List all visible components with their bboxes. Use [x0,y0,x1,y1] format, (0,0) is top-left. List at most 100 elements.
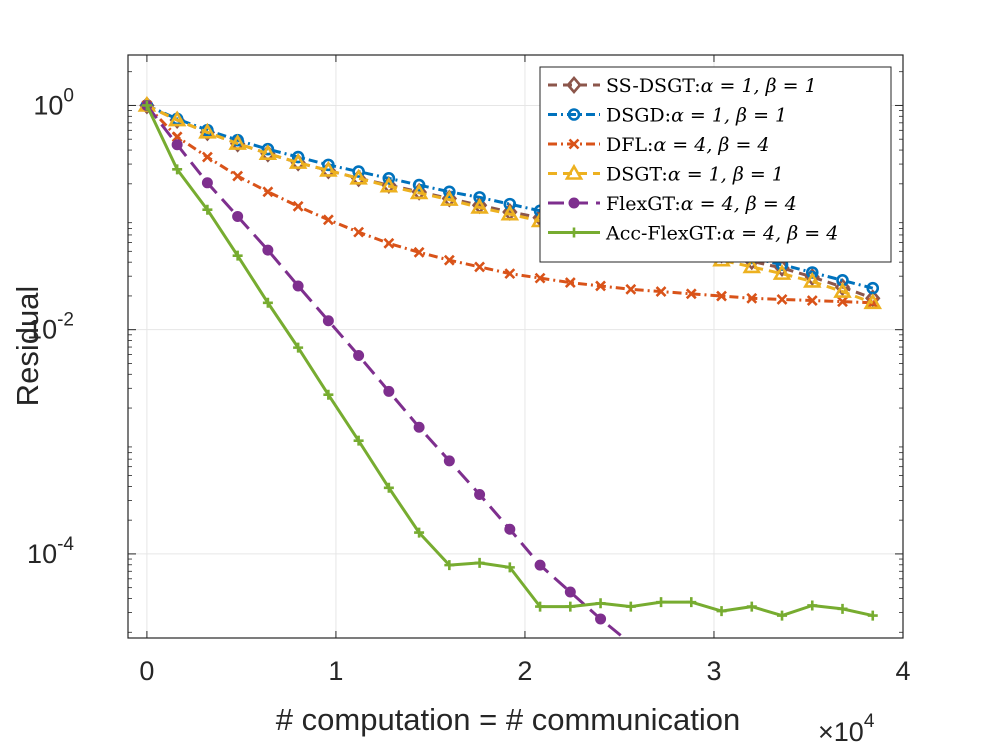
marker-acc-flexgt [595,598,606,609]
marker-dfl [655,286,667,297]
x-multiplier-base: ×10 [818,717,864,747]
marker-dfl [564,277,576,289]
marker-acc-flexgt [686,597,697,608]
marker-dfl [746,292,758,304]
y-tick-exponent: 0 [63,85,74,106]
marker-dfl [232,170,244,182]
marker-dsgt [349,168,368,185]
x-tick-label: 3 [706,656,721,686]
marker-acc-flexgt [565,601,576,612]
legend-entry-ss-dsgt: SS-DSGT:α = 1, β = 1 [548,75,817,97]
marker-dfl [595,280,606,292]
legend-params: α = 1, β = 1 [668,164,784,186]
marker-acc-flexgt [867,610,878,621]
y-axis-label: Residual [10,286,45,407]
marker-dfl [171,131,183,143]
legend-params: α = 4, β = 4 [681,193,797,215]
marker-dsgt [470,197,489,214]
legend-prefix: FlexGT: [606,193,681,215]
legend-params: α = 1, β = 1 [701,75,817,97]
y-tick-exponent: -2 [57,310,74,331]
x-axis-label: # computation = # communication [276,702,740,737]
legend-marker-dsgt [564,163,584,180]
x-tick-label: 4 [895,656,910,686]
marker-acc-flexgt [625,601,636,612]
marker-ss-dsgt [865,289,881,308]
legend-entry-dsgd: DSGD:α = 1, β = 1 [548,105,787,127]
line-ss-dsgt [146,104,874,300]
legend-params: α = 4, β = 4 [722,223,838,245]
axis-ticks [128,55,904,638]
marker-flexgt [353,349,365,361]
marker-flexgt [171,139,183,151]
legend-prefix: DSGT: [606,164,668,186]
marker-dfl [292,200,304,212]
marker-dsgt [167,110,187,127]
y-tick-label: 10-4 [27,534,74,569]
marker-flexgt [443,455,455,467]
marker-acc-flexgt [746,601,757,612]
marker-dsgd [412,178,426,192]
legend-entry-flexgt: FlexGT:α = 4, β = 4 [548,193,797,215]
y-tick-label: 100 [33,85,74,120]
legend-entry-acc-flexgt: Acc-FlexGT:α = 4, β = 4 [548,223,838,245]
y-tick-base: 10 [27,315,57,345]
legend-label-dsgt: DSGT:α = 1, β = 1 [606,164,784,186]
marker-flexgt [807,701,817,711]
legend-prefix: Acc-FlexGT: [605,223,722,245]
marker-dsgt [288,153,308,169]
marker-acc-flexgt [202,204,213,215]
marker-dfl [776,293,788,305]
legend-prefix: SS-DSGT: [606,75,701,97]
y-tick-exponent: -4 [57,534,74,555]
marker-dsgd [352,165,365,178]
marker-flexgt [686,666,696,676]
marker-flexgt [413,421,425,433]
marker-flexgt [747,688,757,698]
marker-dfl [806,295,818,306]
marker-dsgt [500,204,520,221]
legend-label-flexgt: FlexGT:α = 4, β = 4 [606,193,797,215]
legend-label-dsgd: DSGD:α = 1, β = 1 [606,105,787,127]
marker-flexgt [474,488,486,500]
marker-acc-flexgt [656,597,667,608]
y-tick-label: 10-2 [27,310,74,345]
marker-acc-flexgt [141,100,152,111]
marker-dfl [443,254,455,266]
y-tick-base: 10 [33,90,63,120]
marker-dsgt [772,264,792,280]
marker-dfl [534,272,546,284]
marker-flexgt [838,706,848,716]
marker-flexgt [383,385,395,397]
legend-marker-dsgd [567,108,581,121]
marker-flexgt [777,695,787,705]
marker-flexgt [564,586,576,598]
marker-dsgd [291,150,305,164]
x-tick-label: 2 [517,656,532,686]
marker-dfl [625,283,637,295]
marker-dsgt [228,133,247,150]
legend-label-ss-dsgt: SS-DSGT:α = 1, β = 1 [606,75,817,97]
legend-prefix: DFL: [606,134,653,156]
legend-params: α = 4, β = 4 [653,134,769,156]
marker-flexgt [595,613,607,625]
legend-entry-dfl: DFL:α = 4, β = 4 [548,134,770,156]
marker-flexgt [534,559,546,571]
marker-dsgt [379,176,399,193]
legend-entry-dsgt: DSGT:α = 1, β = 1 [548,164,784,186]
marker-dsgd [382,172,396,185]
marker-dfl [201,151,213,163]
marker-dsgt [198,122,217,139]
legend-marker-dfl [568,138,580,150]
marker-acc-flexgt [323,389,334,400]
marker-flexgt [322,315,334,327]
series-acc-flexgt [141,100,878,621]
marker-acc-flexgt [807,600,818,611]
legend-marker-flexgt [568,197,580,209]
marker-dfl [837,296,848,308]
legend-label-dfl: DFL:α = 4, β = 4 [606,134,770,156]
plot-frame [127,54,904,639]
x-tick-label: 0 [139,656,154,686]
